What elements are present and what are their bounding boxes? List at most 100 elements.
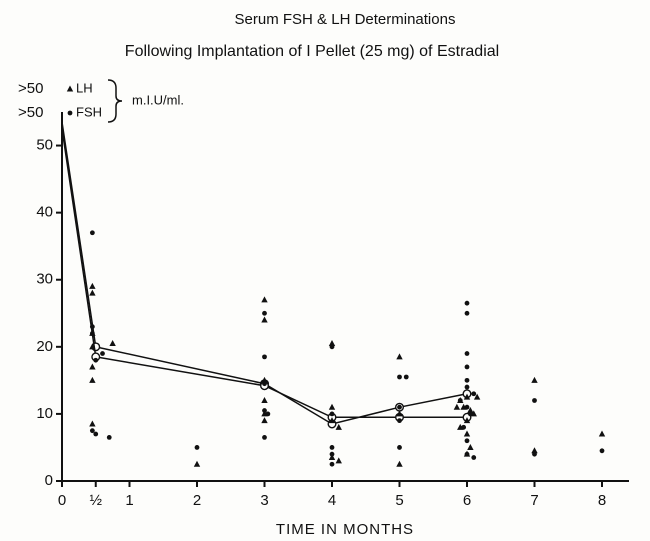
y-tick-label: 50 <box>36 137 53 154</box>
point <box>397 374 402 380</box>
point <box>396 353 403 360</box>
point <box>396 460 403 467</box>
point <box>106 434 112 440</box>
point <box>261 316 268 323</box>
x-tick-label: ½ <box>89 492 102 509</box>
point <box>396 410 403 417</box>
point <box>329 344 335 350</box>
point <box>262 408 267 413</box>
annotation: >50 <box>18 104 43 121</box>
y-tick-label: 0 <box>45 472 53 489</box>
point <box>329 445 335 450</box>
point <box>599 448 605 454</box>
point <box>397 445 402 450</box>
point <box>397 418 402 424</box>
point <box>89 363 96 370</box>
point <box>328 417 336 424</box>
x-tick-label: 7 <box>530 492 538 509</box>
point <box>467 411 473 417</box>
point <box>89 343 96 350</box>
point <box>403 374 409 380</box>
y-tick-label: 10 <box>36 405 53 422</box>
unit-label: m.I.U/ml. <box>132 92 184 107</box>
legend-marker <box>66 85 74 92</box>
point <box>463 430 471 437</box>
point <box>461 424 467 430</box>
point <box>397 404 402 410</box>
point <box>467 407 474 414</box>
x-tick-label: 2 <box>193 492 201 509</box>
point <box>329 451 335 457</box>
point <box>328 339 336 346</box>
point <box>532 398 537 403</box>
point <box>261 296 268 303</box>
point <box>464 364 470 370</box>
point <box>473 393 481 400</box>
x-tick-label: 4 <box>328 492 336 509</box>
point <box>194 445 200 450</box>
point <box>464 351 470 356</box>
mean-line <box>61 128 467 419</box>
point <box>464 384 470 390</box>
point <box>531 447 538 454</box>
point <box>335 423 342 430</box>
point <box>598 430 606 437</box>
point <box>453 403 461 410</box>
legend-label: LH <box>76 80 93 95</box>
point <box>89 282 96 289</box>
point <box>262 310 267 316</box>
y-tick-label: 40 <box>36 204 53 221</box>
mean-line <box>61 121 468 425</box>
point <box>262 381 267 387</box>
chart-subtitle: Following Implantation of I Pellet (25 m… <box>125 43 499 60</box>
point <box>109 339 116 346</box>
point <box>262 354 267 360</box>
point <box>531 376 538 383</box>
point <box>464 438 470 444</box>
point <box>467 443 474 450</box>
point <box>89 420 96 427</box>
point <box>89 324 95 330</box>
point <box>471 391 477 397</box>
point <box>463 393 471 400</box>
point <box>335 457 342 464</box>
point <box>328 454 336 461</box>
point <box>471 455 477 460</box>
x-tick-label: 8 <box>598 492 606 509</box>
legend-bracket <box>107 79 123 123</box>
x-tick-label: 1 <box>125 492 133 509</box>
point <box>464 300 470 306</box>
x-tick-label: 0 <box>58 492 66 509</box>
x-tick-label: 6 <box>463 492 471 509</box>
point <box>532 451 537 457</box>
point <box>463 417 471 424</box>
point <box>193 460 201 467</box>
point <box>464 404 470 410</box>
point <box>261 417 268 424</box>
point <box>265 411 271 417</box>
point <box>89 428 95 434</box>
point <box>89 331 95 336</box>
point <box>464 310 470 316</box>
x-tick-label: 5 <box>395 492 403 509</box>
point <box>89 230 95 236</box>
point <box>93 431 99 437</box>
x-axis-label: TIME IN MONTHS <box>276 521 414 538</box>
point <box>464 451 470 457</box>
point <box>262 434 267 440</box>
annotation: >50 <box>18 80 43 97</box>
point <box>464 377 470 383</box>
point <box>457 398 463 403</box>
point <box>89 376 96 383</box>
point <box>261 376 268 383</box>
point <box>329 461 335 467</box>
legend-label: FSH <box>76 104 102 119</box>
point <box>329 411 335 417</box>
point <box>261 396 268 403</box>
point <box>93 357 99 363</box>
legend-marker <box>67 110 73 116</box>
point <box>328 403 336 410</box>
y-tick-label: 20 <box>36 338 53 355</box>
y-tick-label: 30 <box>36 271 53 288</box>
